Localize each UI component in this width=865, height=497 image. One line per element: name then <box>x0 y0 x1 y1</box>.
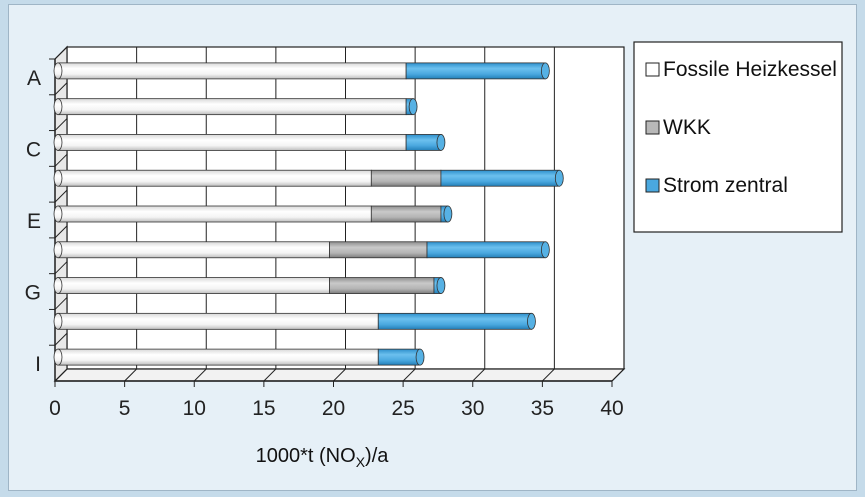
y-separator <box>54 368 68 382</box>
bar-end-cap <box>408 98 418 116</box>
bar-start-cap <box>53 205 63 223</box>
bar-end-cap <box>527 312 536 330</box>
y-tick-label: C <box>26 138 41 161</box>
bar-F-strom-zentral <box>426 241 546 259</box>
bar-group-C <box>53 134 446 151</box>
bar-end-cap <box>540 62 550 80</box>
bar-group-A <box>53 62 550 80</box>
x-tick-label: 30 <box>461 397 484 420</box>
y-tick-label: G <box>25 282 41 305</box>
bar-C-strom-zentral <box>405 134 442 151</box>
y-tick-label: I <box>35 353 41 376</box>
bar-H-fossile-heizkessel <box>57 312 379 330</box>
bar-I-fossile-heizkessel <box>57 348 379 366</box>
bar-D-strom-zentral <box>440 169 560 187</box>
x-axis-title: 1000*t (NOX)/a <box>256 445 390 470</box>
y-separator <box>54 153 68 167</box>
x-gridline-floor <box>124 368 137 382</box>
x-gridline-floor <box>611 368 625 382</box>
bar-start-cap <box>53 98 63 116</box>
bar-C-fossile-heizkessel <box>57 134 407 151</box>
bar-H-strom-zentral <box>377 312 532 330</box>
bar-end-cap <box>554 169 564 187</box>
y-separator <box>54 118 68 131</box>
x-gridline-floor <box>193 368 207 382</box>
bar-group-F <box>53 241 550 259</box>
y-separator <box>54 332 68 346</box>
bar-group-H <box>53 312 536 330</box>
bar-A-strom-zentral <box>405 62 546 80</box>
x-tick-label: 35 <box>531 397 554 420</box>
bar-E-fossile-heizkessel <box>57 205 372 223</box>
legend-label-2: Strom zentral <box>663 174 788 197</box>
x-tick-label: 10 <box>183 397 206 420</box>
bar-group-G <box>53 277 446 294</box>
legend-label-0: Fossile Heizkessel <box>663 58 837 81</box>
y-separator <box>54 189 68 203</box>
bar-F-wkk <box>329 241 428 259</box>
bar-start-cap <box>53 134 63 151</box>
x-tick-label: 25 <box>391 397 414 420</box>
bar-G-wkk <box>329 277 435 294</box>
y-separator <box>54 46 68 60</box>
legend-swatch-1 <box>645 120 660 135</box>
bar-B-fossile-heizkessel <box>57 98 407 116</box>
bar-D-fossile-heizkessel <box>57 169 372 187</box>
x-tick-label: 20 <box>322 397 345 420</box>
legend-swatch-2 <box>645 178 660 193</box>
bar-start-cap <box>53 348 63 366</box>
y-tick-label: E <box>27 210 41 233</box>
bar-group-E <box>53 205 453 223</box>
bar-E-wkk <box>370 205 442 223</box>
bar-G-fossile-heizkessel <box>57 277 330 294</box>
legend-swatch-0 <box>645 62 660 77</box>
x-gridline-floor <box>263 368 277 382</box>
legend-box <box>633 41 843 233</box>
bar-group-D <box>53 169 564 187</box>
y-separator <box>54 225 68 239</box>
y-separator <box>54 261 68 275</box>
x-tick-label: 0 <box>49 397 61 420</box>
y-tick-label: A <box>27 67 41 90</box>
bar-D-wkk <box>370 169 442 187</box>
bar-start-cap <box>53 169 63 187</box>
bar-group-B <box>53 98 418 116</box>
bar-F-fossile-heizkessel <box>57 241 330 259</box>
bar-end-cap <box>436 134 446 151</box>
x-tick-label: 5 <box>119 397 131 420</box>
legend-label-1: WKK <box>663 116 711 139</box>
bar-start-cap <box>53 241 63 259</box>
x-gridline-floor <box>542 368 555 382</box>
x-gridline-floor <box>402 368 416 382</box>
x-tick-label: 15 <box>252 397 275 420</box>
bar-start-cap <box>53 312 63 330</box>
bar-start-cap <box>53 277 63 294</box>
bar-end-cap <box>415 348 425 366</box>
bar-group-I <box>53 348 425 366</box>
bar-end-cap <box>436 277 446 294</box>
x-gridline-floor <box>333 368 346 382</box>
bar-A-fossile-heizkessel <box>57 62 407 80</box>
bar-end-cap <box>540 241 550 259</box>
y-separator <box>54 297 68 310</box>
y-separator <box>54 82 68 96</box>
bar-end-cap <box>443 205 453 223</box>
bar-start-cap <box>53 62 63 80</box>
x-tick-label: 40 <box>600 397 623 420</box>
bar-I-strom-zentral <box>377 348 421 366</box>
x-gridline-floor <box>472 368 486 382</box>
